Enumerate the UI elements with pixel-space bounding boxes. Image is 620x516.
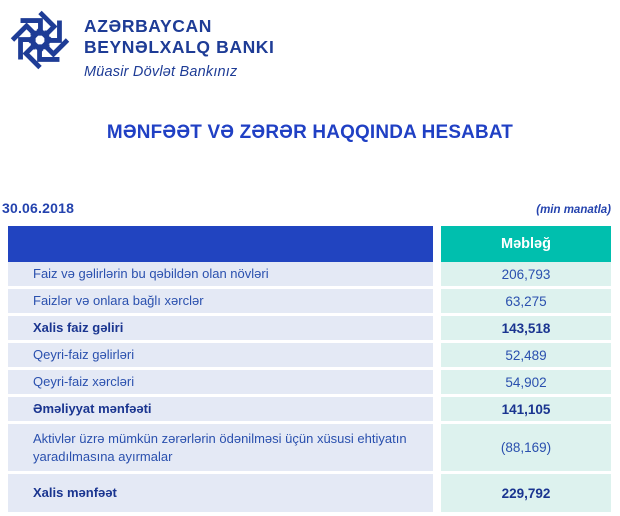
row-label: Əməliyyat mənfəəti xyxy=(8,397,433,421)
row-amount: 52,489 xyxy=(441,343,611,367)
table-header-amount-cell: Məbləğ xyxy=(441,226,611,262)
bank-name-line2: BEYNƏLXALQ BANKI xyxy=(84,36,275,57)
table-row: Xalis mənfəət 229,792 xyxy=(8,474,611,512)
table-row: Xalis faiz gəliri 143,518 xyxy=(8,316,611,340)
table-header-label-cell xyxy=(8,226,433,262)
bank-tagline: Müasir Dövlət Bankınız xyxy=(84,64,238,81)
row-amount: 206,793 xyxy=(441,262,611,286)
row-label: Faizlər və onlara bağlı xərclər xyxy=(8,289,433,313)
column-gap xyxy=(433,316,441,340)
column-gap xyxy=(433,397,441,421)
table-row: Aktivlər üzrə mümkün zərərlərin ödənilmə… xyxy=(8,424,611,471)
unit-note: (min manatla) xyxy=(536,204,611,216)
row-amount: 63,275 xyxy=(441,289,611,313)
row-amount: 54,902 xyxy=(441,370,611,394)
column-gap xyxy=(433,226,441,262)
table-row: Qeyri-faiz gəlirləri 52,489 xyxy=(8,343,611,367)
row-label: Aktivlər üzrə mümkün zərərlərin ödənilmə… xyxy=(8,424,433,471)
column-gap xyxy=(433,262,441,286)
row-amount: (88,169) xyxy=(441,424,611,471)
report-date: 30.06.2018 xyxy=(2,200,75,216)
iba-star-knot-icon xyxy=(10,10,70,70)
row-label: Faiz və gəlirlərin bu qəbildən olan növl… xyxy=(8,262,433,286)
column-gap xyxy=(433,424,441,471)
row-label: Qeyri-faiz gəlirləri xyxy=(8,343,433,367)
table-row: Qeyri-faiz xərcləri 54,902 xyxy=(8,370,611,394)
page-title: MƏNFƏƏT VƏ ZƏRƏR HAQQINDA HESABAT xyxy=(106,121,514,143)
bank-name-line1: AZƏRBAYCAN xyxy=(84,16,212,36)
table-row: Əməliyyat mənfəəti 141,105 xyxy=(8,397,611,421)
column-gap xyxy=(433,474,441,512)
table-row: Faiz və gəlirlərin bu qəbildən olan növl… xyxy=(8,262,611,286)
table-row: Faizlər və onlara bağlı xərclər 63,275 xyxy=(8,289,611,313)
row-label: Xalis mənfəət xyxy=(8,474,433,512)
bank-logo-block: AZƏRBAYCAN BEYNƏLXALQ BANKI Müasir Dövlə… xyxy=(8,6,275,80)
table-header-row: Məbləğ xyxy=(8,226,611,262)
table-body: Faiz və gəlirlərin bu qəbildən olan növl… xyxy=(8,262,611,512)
row-label: Xalis faiz gəliri xyxy=(8,316,433,340)
column-gap xyxy=(433,370,441,394)
report-meta-row: 30.06.2018 (min manatla) xyxy=(2,200,611,216)
column-gap xyxy=(433,289,441,313)
row-amount: 229,792 xyxy=(441,474,611,512)
profit-loss-table: Məbləğ Faiz və gəlirlərin bu qəbildən ol… xyxy=(8,226,611,512)
row-amount: 143,518 xyxy=(441,316,611,340)
row-label: Qeyri-faiz xərcləri xyxy=(8,370,433,394)
row-amount: 141,105 xyxy=(441,397,611,421)
bank-name-block: AZƏRBAYCAN BEYNƏLXALQ BANKI Müasir Dövlə… xyxy=(84,6,275,80)
column-gap xyxy=(433,343,441,367)
